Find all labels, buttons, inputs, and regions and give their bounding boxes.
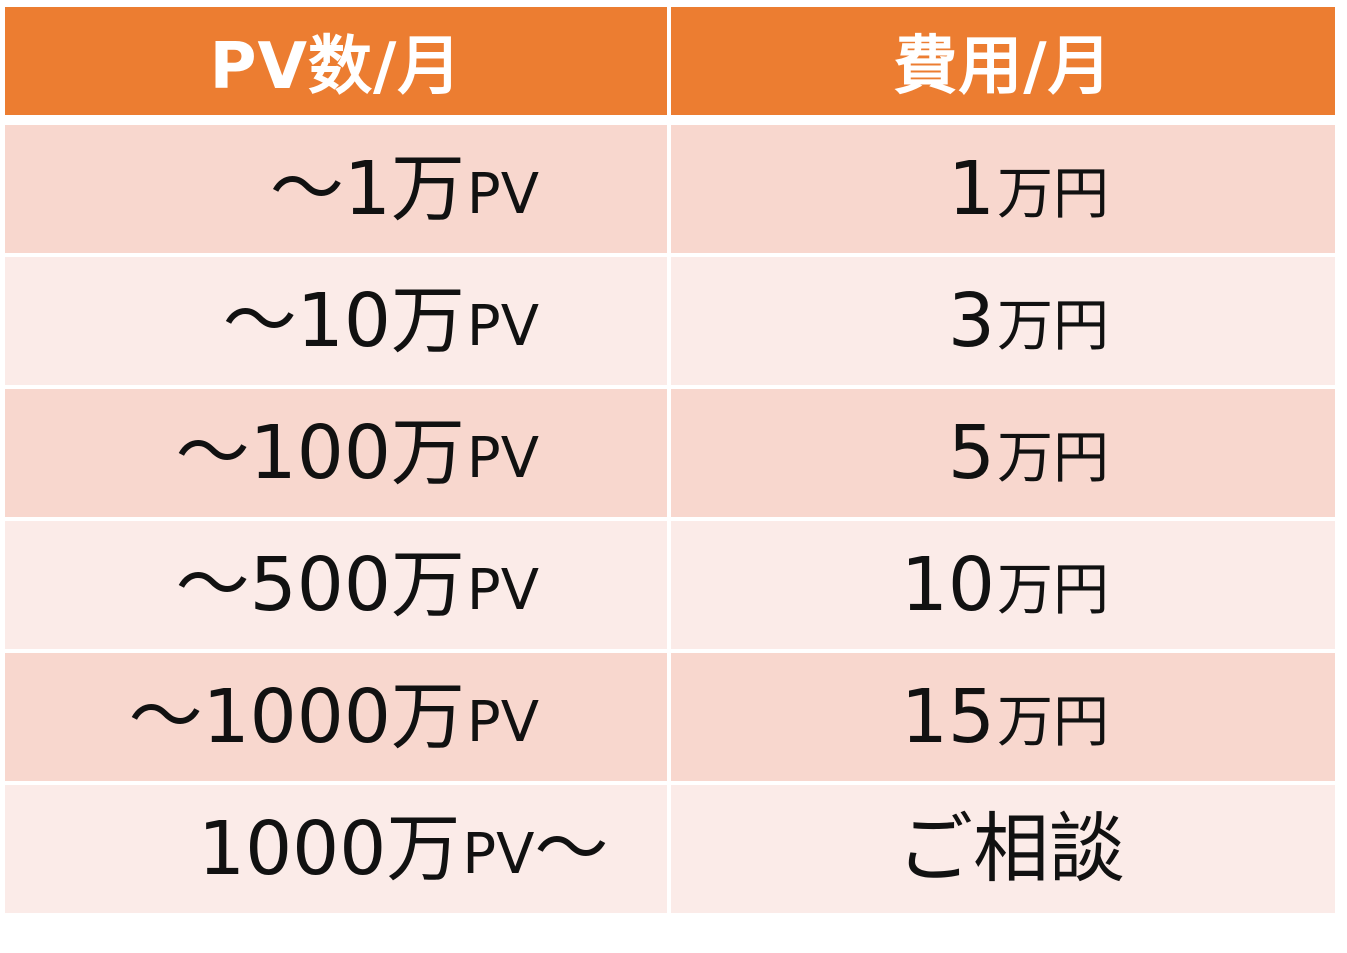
pv-prefix: ～ [175,542,250,628]
pv-unit: 万 [390,278,465,364]
fee-cell: 3 万円 [671,257,1335,385]
pv-cell: ～ 10 万 PV [5,257,667,385]
pv-trailing: ～ [534,806,609,892]
pv-number: 500 [249,542,391,628]
pv-cell: ～ 1 万 PV [5,125,667,253]
fee-cell: 5 万円 [671,389,1335,517]
pv-suffix: PV [466,690,539,755]
fee-unit: 万円 [997,294,1109,359]
pv-number: 1 [343,146,391,232]
pv-suffix: PV [466,162,539,227]
fee-unit: 万円 [997,162,1109,227]
pv-unit: 万 [390,542,465,628]
fee-cell: 15 万円 [671,653,1335,781]
fee-unit: 万円 [997,558,1109,623]
fee-consult-text: ご相談 [897,804,1125,893]
pv-unit: 万 [390,146,465,232]
pv-number: 1000 [198,806,387,892]
pricing-table: PV数/月 費用/月 ～ 1 万 PV 1 万円 ～ 10 万 PV 3 万円 ～ 100 万 PV … [5,7,1335,913]
pv-cell: ～ 100 万 PV [5,389,667,517]
pv-prefix: ～ [269,146,344,232]
pv-cell: ～ 500 万 PV [5,521,667,649]
fee-number: 5 [947,410,995,496]
fee-number: 1 [947,146,995,232]
pv-cell: 1000 万 PV ～ [5,785,667,913]
pv-suffix: PV [462,822,535,887]
fee-number: 10 [900,542,995,628]
fee-number: 3 [947,278,995,364]
pv-number: 1000 [202,674,391,760]
pv-number: 100 [249,410,391,496]
pv-suffix: PV [466,558,539,623]
pv-prefix: ～ [128,674,203,760]
pv-prefix: ～ [175,410,250,496]
pv-cell: ～ 1000 万 PV [5,653,667,781]
fee-column-header: 費用/月 [671,7,1335,121]
fee-unit: 万円 [997,690,1109,755]
fee-cell: 10 万円 [671,521,1335,649]
pv-unit: 万 [386,806,461,892]
pv-number: 10 [296,278,391,364]
fee-number: 15 [900,674,995,760]
pv-suffix: PV [466,294,539,359]
pv-unit: 万 [390,674,465,760]
fee-cell: 1 万円 [671,125,1335,253]
pv-prefix: ～ [222,278,297,364]
pv-column-header: PV数/月 [5,7,667,121]
pv-unit: 万 [390,410,465,496]
fee-cell: ご相談 [671,785,1335,913]
fee-unit: 万円 [997,426,1109,491]
pv-suffix: PV [466,426,539,491]
